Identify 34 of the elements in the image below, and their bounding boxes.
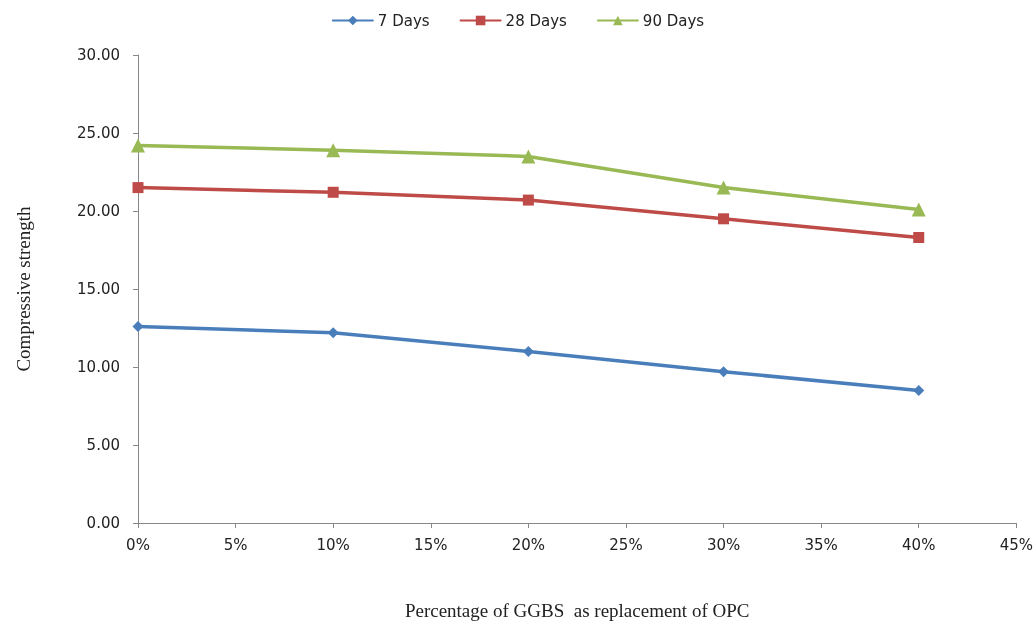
x-tick-label: 0% (126, 535, 150, 554)
y-tick-label: 10.00 (77, 358, 120, 376)
x-tick-label: 20% (511, 535, 546, 554)
point (718, 213, 730, 225)
y-tick-label: 5.00 (86, 436, 120, 454)
y-tick-label: 25.00 (77, 124, 120, 142)
point (716, 180, 731, 195)
x-tick-label: 25% (609, 535, 643, 554)
point (913, 384, 925, 396)
point (522, 345, 534, 357)
y-axis-title: Compressive strength (13, 205, 34, 372)
x-axis-title: Percentage of GGBS as replacement of OPC (404, 600, 750, 621)
y-tick-label: 30.00 (77, 46, 120, 64)
y-tick-label: 20.00 (77, 202, 120, 220)
point (132, 182, 144, 194)
point (327, 186, 339, 198)
point (522, 194, 534, 206)
legend-label: 7 Days (377, 11, 430, 30)
point (911, 202, 926, 217)
point (913, 232, 925, 244)
x-tick-label: 45% (999, 535, 1033, 554)
x-tick-label: 10% (316, 535, 350, 554)
point (521, 149, 536, 164)
legend-label: 90 Days (642, 11, 705, 30)
legend-label: 28 Days (505, 11, 568, 30)
x-tick-label: 5% (223, 535, 248, 554)
x-tick-label: 30% (706, 535, 741, 554)
point (326, 143, 341, 158)
y-tick-label: 0.00 (86, 514, 120, 532)
x-tick-label: 35% (804, 535, 838, 554)
x-tick-label: 15% (414, 535, 448, 554)
x-tick-label: 40% (902, 535, 936, 554)
point (131, 138, 145, 153)
y-tick-label: 15.00 (77, 280, 120, 298)
